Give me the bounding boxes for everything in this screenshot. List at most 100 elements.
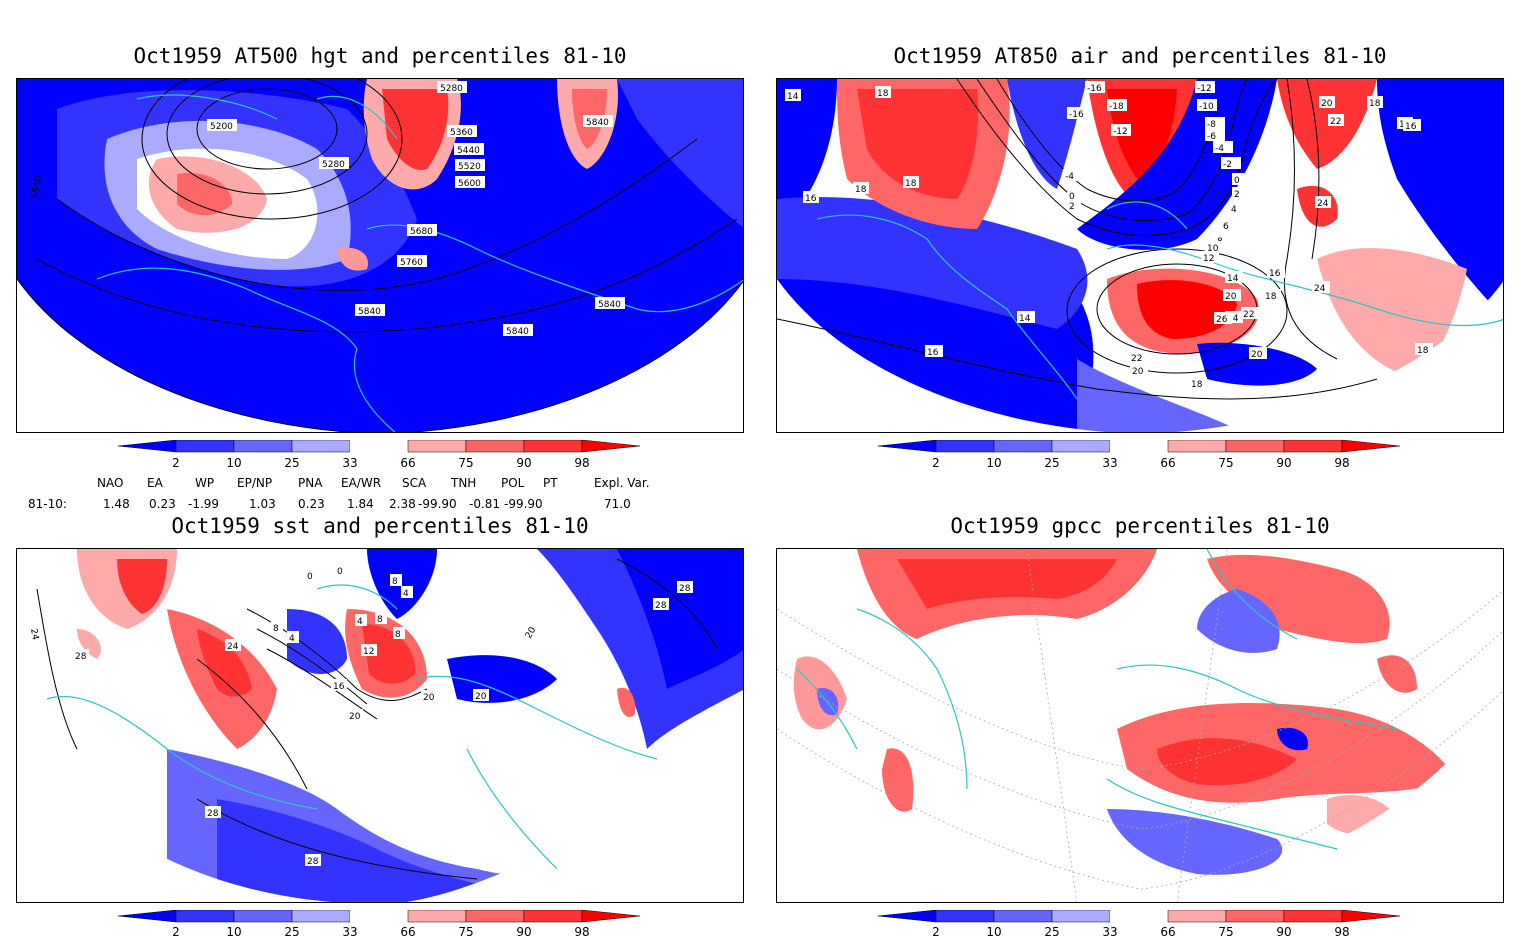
- colorbar-seg-1: [935, 910, 995, 923]
- svg-text:22: 22: [1131, 354, 1142, 364]
- colorbar-label: 10: [226, 925, 241, 939]
- svg-text:5760: 5760: [400, 258, 423, 268]
- svg-text:-6: -6: [1207, 132, 1216, 142]
- map-sst: 0 0 8 4 28 28 24 28 8 4 4 8 8 24 12 16 2…: [16, 548, 744, 903]
- svg-text:14: 14: [787, 92, 799, 102]
- colorbar-label: 2: [172, 925, 180, 939]
- svg-text:-4: -4: [1215, 144, 1224, 154]
- colorbar-label: 98: [574, 925, 589, 939]
- panel-title-air: Oct1959 AT850 air and percentiles 81-10: [893, 44, 1387, 68]
- svg-text:4: 4: [1231, 205, 1237, 215]
- colorbar-seg-7: [1283, 440, 1343, 453]
- index-header-explvar: Expl. Var.: [594, 476, 650, 490]
- index-header-ea: EA: [147, 476, 163, 490]
- map-gpcc: [776, 548, 1504, 903]
- svg-text:5200: 5200: [210, 122, 233, 132]
- svg-text:22: 22: [1330, 117, 1341, 127]
- svg-text:5840: 5840: [358, 307, 381, 317]
- svg-text:4: 4: [403, 589, 409, 599]
- index-header-pt: PT: [543, 476, 558, 490]
- svg-text:20: 20: [475, 692, 487, 702]
- svg-text:5280: 5280: [440, 84, 463, 94]
- index-header-sca: SCA: [402, 476, 427, 490]
- colorbar-seg-0: [117, 910, 177, 923]
- index-row-label: 81-10:: [28, 497, 67, 511]
- colorbar-seg-8: [1341, 910, 1401, 923]
- svg-text:12: 12: [1203, 254, 1214, 264]
- svg-text:8: 8: [392, 577, 398, 587]
- svg-text:28: 28: [75, 652, 87, 662]
- colorbar-top-right: 2 10 25 33 66 75 90 98: [877, 440, 1401, 470]
- colorbar-seg-3: [1051, 910, 1111, 923]
- colorbar-label: 2: [932, 925, 940, 939]
- index-value-epnp: 1.03: [249, 497, 276, 511]
- svg-text:28: 28: [655, 601, 667, 611]
- index-header-wp: WP: [195, 476, 215, 490]
- colorbar-label: 25: [284, 456, 299, 470]
- svg-text:18: 18: [855, 185, 867, 195]
- colorbar-seg-2: [993, 910, 1053, 923]
- svg-text:16: 16: [1405, 122, 1417, 132]
- index-header-eawr: EA/WR: [341, 476, 382, 490]
- colorbar-seg-8: [581, 910, 641, 923]
- index-value-tnh: -99.90: [418, 497, 457, 511]
- svg-text:16: 16: [333, 682, 345, 692]
- svg-text:24: 24: [1314, 284, 1326, 294]
- panel-title-sst: Oct1959 sst and percentiles 81-10: [171, 514, 589, 538]
- colorbar-top-left: 2 10 25 33 66 75 90 98: [117, 440, 641, 470]
- svg-text:14: 14: [1227, 274, 1239, 284]
- svg-text:16: 16: [927, 348, 939, 358]
- colorbar-label: 10: [986, 456, 1001, 470]
- map-hgt: 5280 5200 5360 5440 5520 5600 5280 5840 …: [16, 78, 744, 433]
- svg-text:4: 4: [289, 634, 295, 644]
- index-value-pna: 0.23: [298, 497, 325, 511]
- colorbar-label: 90: [1276, 456, 1291, 470]
- svg-text:20: 20: [1321, 99, 1333, 109]
- svg-text:8: 8: [273, 624, 279, 634]
- svg-text:16: 16: [1269, 269, 1281, 279]
- index-value-wp: -1.99: [188, 497, 220, 511]
- index-value-pol: -0.81: [469, 497, 501, 511]
- svg-text:-12: -12: [1113, 127, 1128, 137]
- svg-text:5840: 5840: [586, 118, 609, 128]
- colorbar-label: 90: [516, 925, 531, 939]
- svg-text:-16: -16: [1087, 84, 1102, 94]
- svg-text:-10: -10: [1199, 102, 1214, 112]
- colorbar-label: 10: [986, 925, 1001, 939]
- map-air: 14 18 -16 -12 -10 -18 -12 -8 -6 -4 -2 20…: [776, 78, 1504, 433]
- svg-text:5280: 5280: [322, 160, 345, 170]
- index-value-eawr: 1.84: [347, 497, 374, 511]
- colorbar-seg-0: [117, 440, 177, 453]
- colorbar-seg-2: [993, 440, 1053, 453]
- colorbar-seg-5: [1167, 440, 1227, 453]
- colorbar-seg-7: [523, 910, 583, 923]
- colorbar-seg-7: [1283, 910, 1343, 923]
- colorbar-seg-5: [407, 910, 467, 923]
- index-value-nao: 1.48: [103, 497, 130, 511]
- svg-text:20: 20: [1225, 292, 1237, 302]
- index-value-explvar: 71.0: [604, 497, 631, 511]
- index-header-tnh: TNH: [451, 476, 477, 490]
- colorbar-label: 66: [400, 925, 415, 939]
- svg-text:5360: 5360: [450, 128, 473, 138]
- index-value-sca: 2.38: [389, 497, 416, 511]
- svg-text:24: 24: [1227, 314, 1239, 324]
- svg-text:20: 20: [1251, 350, 1263, 360]
- colorbar-label: 33: [1102, 456, 1117, 470]
- svg-text:14: 14: [1019, 314, 1031, 324]
- svg-text:-8: -8: [1207, 120, 1216, 130]
- svg-text:-18: -18: [1109, 102, 1124, 112]
- colorbar-seg-6: [1225, 440, 1285, 453]
- svg-text:5840: 5840: [598, 300, 621, 310]
- svg-text:18: 18: [1265, 292, 1277, 302]
- svg-text:24: 24: [28, 628, 40, 641]
- contour-labels-sst: 0 0 8 4 28 28 24 28 8 4 4 8 8 24 12 16 2…: [28, 564, 693, 867]
- svg-text:5840: 5840: [30, 175, 44, 200]
- colorbar-seg-1: [175, 910, 235, 923]
- svg-text:5680: 5680: [410, 227, 433, 237]
- svg-text:28: 28: [207, 809, 219, 819]
- svg-text:18: 18: [1417, 346, 1429, 356]
- svg-text:6: 6: [1223, 222, 1229, 232]
- colorbar-seg-2: [233, 910, 293, 923]
- colorbar-seg-7: [523, 440, 583, 453]
